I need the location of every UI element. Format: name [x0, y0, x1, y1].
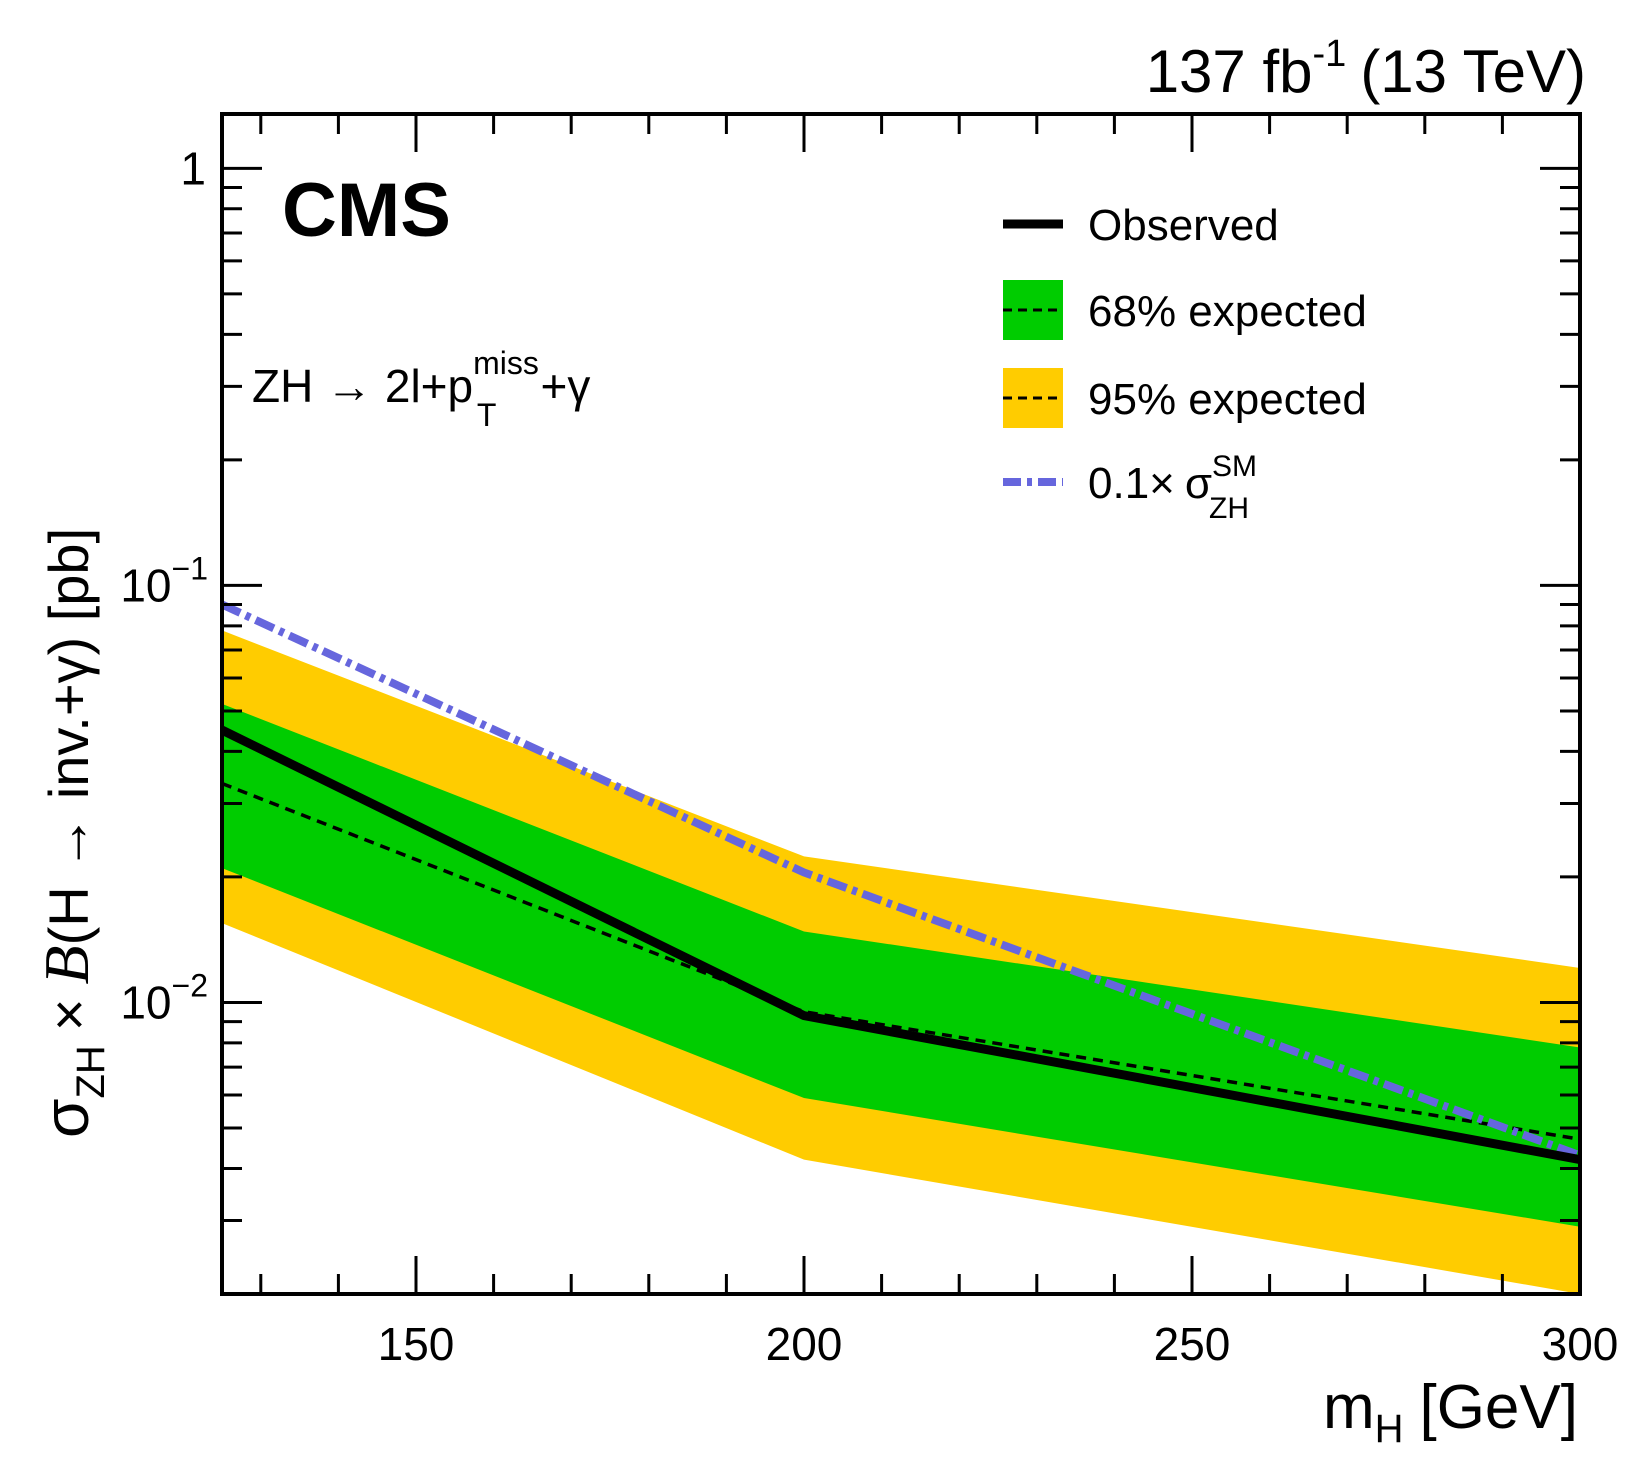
process-end: +γ	[540, 360, 590, 412]
x-tick-label: 300	[1542, 1318, 1619, 1370]
x-axis-sub: H	[1375, 1407, 1404, 1451]
process-sub: T	[477, 397, 497, 433]
y-tick-base: 10	[120, 559, 171, 611]
x-axis-title: mH [GeV]	[1323, 1373, 1578, 1451]
y-axis-sub: ZH	[69, 1045, 113, 1098]
y-axis-rest: (H → inv.+γ) [pb]	[37, 528, 100, 946]
x-tick-label: 200	[766, 1318, 843, 1370]
expected-line	[221, 781, 1581, 1141]
lumi-label: 137 fb-1 (13 TeV)	[1146, 33, 1586, 105]
legend-sm-label: 0.1× σSM ZH	[1088, 450, 1257, 525]
legend-sm-factor: 0.1×	[1088, 459, 1175, 508]
lumi-value: 137 fb	[1146, 38, 1313, 105]
sm-line	[220, 600, 1582, 1160]
process-main: ZH → 2l+p	[252, 360, 473, 412]
x-tick-label: 150	[378, 1318, 455, 1370]
y-tick-label: 10−2	[120, 967, 208, 1028]
observed-line	[220, 726, 1581, 1165]
bands-layer	[222, 630, 1580, 1294]
legend-95-label: 95% expected	[1088, 375, 1367, 424]
x-axis-main: m	[1323, 1373, 1375, 1442]
y-tick-label: 1	[180, 142, 206, 194]
y-tick-label: 10−1	[120, 550, 208, 611]
legend-sm-sigma: σ	[1185, 459, 1212, 508]
legend-sm-sup: SM	[1212, 450, 1257, 483]
y-axis-title: σZH × B(H → inv.+γ) [pb]	[30, 528, 113, 1138]
lines-layer	[220, 600, 1582, 1165]
legend-observed-label: Observed	[1088, 201, 1279, 250]
legend-sm-sub: ZH	[1209, 492, 1249, 525]
x-axis-unit: [GeV]	[1419, 1373, 1578, 1442]
y-axis-B: B	[31, 945, 102, 984]
y-axis-sigma: σ	[30, 1099, 102, 1139]
y-tick-exp: −2	[172, 967, 208, 1003]
plot-frame	[220, 112, 1582, 1296]
y-axis-times: ×	[37, 998, 100, 1031]
y-tick-exp: −1	[172, 550, 208, 586]
lumi-exponent: -1	[1313, 33, 1347, 75]
process-sup: miss	[473, 345, 539, 381]
y-tick-base: 10	[120, 976, 171, 1028]
legend-68-label: 68% expected	[1088, 287, 1367, 336]
experiment-label: CMS	[282, 168, 451, 253]
process-label: ZH → 2l+pmiss T +γ	[252, 345, 590, 433]
energy-label: (13 TeV)	[1360, 38, 1586, 105]
x-tick-label: 250	[1154, 1318, 1231, 1370]
legend: Observed 68% expected 95% expected 0.1× σ…	[1003, 201, 1367, 525]
